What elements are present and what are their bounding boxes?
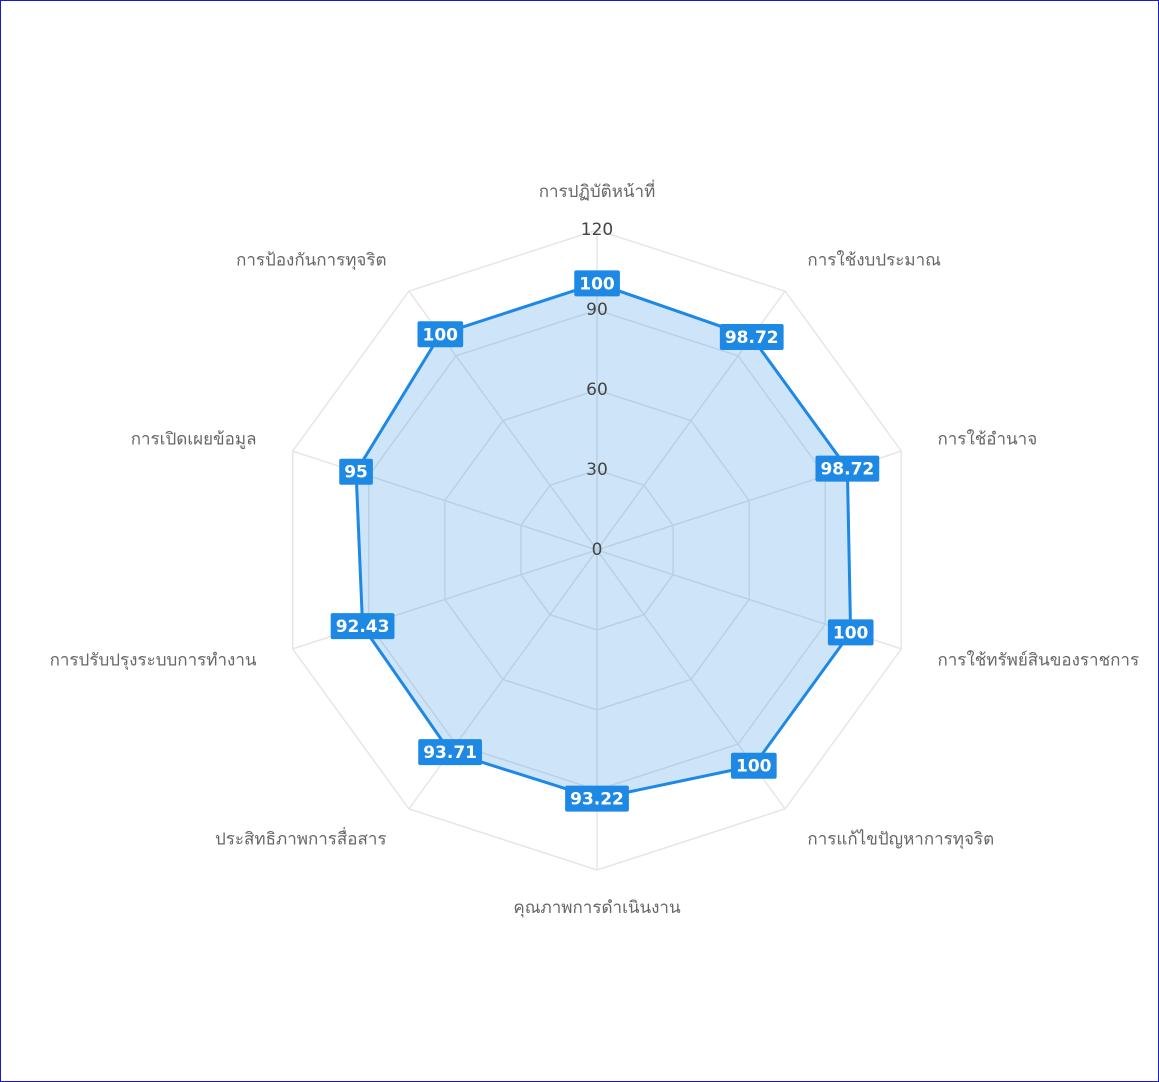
value-label: 98.72 (725, 328, 779, 348)
value-label-group: 98.72 (719, 324, 784, 351)
value-label-box (330, 613, 395, 640)
r-tick-label: 90 (586, 300, 608, 320)
category-label: การใช้อำนาจ (937, 428, 1037, 449)
value-label: 93.71 (423, 743, 477, 763)
value-label-group: 100 (574, 270, 620, 297)
value-label: 93.22 (570, 790, 624, 810)
category-label: การปรับปรุงระบบการทำงาน (50, 651, 257, 671)
value-label-group: 100 (827, 619, 874, 646)
category-label: การใช้งบประมาณ (807, 249, 941, 270)
value-label-group: 92.43 (330, 613, 395, 640)
r-tick-label: 120 (581, 220, 613, 240)
value-label-box (730, 752, 777, 779)
value-label: 100 (736, 757, 772, 777)
spoke (408, 549, 598, 810)
value-label-box (418, 739, 483, 766)
value-label-group: 98.72 (815, 455, 880, 482)
value-label-box (417, 321, 464, 348)
category-label: การเปิดเผยข้อมูล (131, 429, 257, 449)
category-label: ประสิทธิภาพการสื่อสาร (215, 827, 387, 850)
value-label-box (565, 785, 629, 812)
category-label: การแก้ไขปัญหาการทุจริต (807, 829, 994, 850)
category-label: การใช้ทรัพย์สินของราชการ (937, 650, 1139, 671)
r-tick-label: 30 (586, 460, 608, 480)
category-label: คุณภาพการดำเนินงาน (513, 898, 681, 918)
value-label-group: 100 (417, 321, 464, 348)
value-label-box (339, 458, 373, 485)
value-label-group: 100 (730, 752, 777, 779)
value-label-group: 93.71 (418, 739, 483, 766)
value-label-box (815, 455, 880, 482)
value-label: 98.72 (820, 460, 874, 480)
r-tick-label: 0 (592, 540, 603, 560)
value-label: 100 (833, 623, 869, 643)
value-label: 100 (423, 325, 459, 345)
value-label: 95 (344, 463, 368, 483)
value-label-group: 93.22 (565, 785, 629, 812)
value-label: 100 (579, 274, 615, 294)
data-area (354, 281, 853, 801)
value-label-box (827, 619, 874, 646)
value-label-box (719, 324, 784, 351)
value-label-group: 95 (339, 458, 373, 485)
value-label: 92.43 (336, 617, 390, 637)
category-label: การปฏิบัติหน้าที่ (539, 179, 656, 202)
category-label: การป้องกันการทุจริต (236, 250, 387, 270)
r-tick-label: 60 (586, 380, 608, 400)
value-label-box (574, 270, 620, 297)
